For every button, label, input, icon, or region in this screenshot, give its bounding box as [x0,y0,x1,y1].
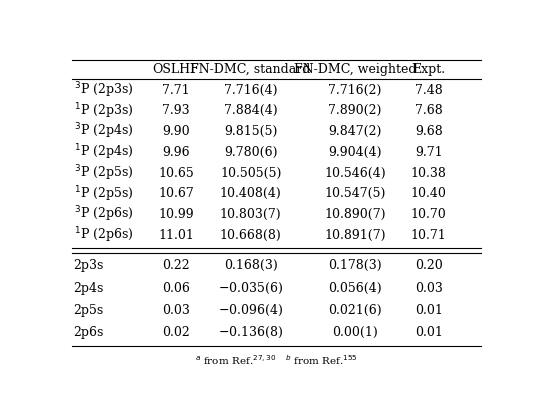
Text: $^1$P (2p4s): $^1$P (2p4s) [74,143,133,162]
Text: $^3$P (2p4s): $^3$P (2p4s) [74,122,133,142]
Text: 7.890(2): 7.890(2) [328,104,382,118]
Text: 9.68: 9.68 [415,125,443,138]
Text: 10.546(4): 10.546(4) [324,166,386,180]
Text: 0.01: 0.01 [415,304,443,317]
Text: 9.904(4): 9.904(4) [328,146,382,159]
Text: Expt.: Expt. [412,63,445,76]
Text: 2p4s: 2p4s [74,282,104,295]
Text: 0.021(6): 0.021(6) [328,304,382,317]
Text: $^3$P (2p5s): $^3$P (2p5s) [74,163,133,183]
Text: 11.01: 11.01 [158,229,194,242]
Text: 10.408(4): 10.408(4) [220,187,281,200]
Text: 10.505(5): 10.505(5) [220,166,281,180]
Text: 10.890(7): 10.890(7) [324,208,386,221]
Text: 0.01: 0.01 [415,326,443,339]
Text: $-$0.096(4): $-$0.096(4) [218,303,283,318]
Text: $^3$P (2p3s): $^3$P (2p3s) [74,80,133,100]
Text: $-$0.035(6): $-$0.035(6) [218,281,283,296]
Text: 2p5s: 2p5s [74,304,104,317]
Text: 10.99: 10.99 [158,208,194,221]
Text: 0.03: 0.03 [415,282,443,295]
Text: 7.716(4): 7.716(4) [224,84,278,97]
Text: 0.22: 0.22 [162,259,190,272]
Text: 9.96: 9.96 [162,146,190,159]
Text: 7.48: 7.48 [415,84,443,97]
Text: OSLHF: OSLHF [153,63,199,76]
Text: 0.056(4): 0.056(4) [328,282,382,295]
Text: 9.815(5): 9.815(5) [224,125,278,138]
Text: 10.803(7): 10.803(7) [220,208,281,221]
Text: $^1$P (2p5s): $^1$P (2p5s) [74,184,133,204]
Text: 0.03: 0.03 [162,304,190,317]
Text: 2p3s: 2p3s [74,259,104,272]
Text: 0.178(3): 0.178(3) [328,259,382,272]
Text: 10.71: 10.71 [411,229,447,242]
Text: 9.780(6): 9.780(6) [224,146,278,159]
Text: 9.90: 9.90 [162,125,190,138]
Text: 2p6s: 2p6s [74,326,104,339]
Text: FN-DMC, standard: FN-DMC, standard [190,63,311,76]
Text: 0.00(1): 0.00(1) [332,326,378,339]
Text: 7.68: 7.68 [415,104,443,118]
Text: 10.65: 10.65 [158,166,194,180]
Text: 10.38: 10.38 [411,166,447,180]
Text: $^1$P (2p6s): $^1$P (2p6s) [74,226,133,245]
Text: $^1$P (2p3s): $^1$P (2p3s) [74,101,133,121]
Text: 9.71: 9.71 [415,146,443,159]
Text: 10.547(5): 10.547(5) [324,187,386,200]
Text: 9.847(2): 9.847(2) [328,125,382,138]
Text: 10.668(8): 10.668(8) [220,229,281,242]
Text: 10.40: 10.40 [411,187,447,200]
Text: FN-DMC, weighted: FN-DMC, weighted [294,63,416,76]
Text: 10.891(7): 10.891(7) [324,229,386,242]
Text: 0.02: 0.02 [162,326,190,339]
Text: 10.67: 10.67 [158,187,194,200]
Text: $^a$ from Ref.$^{27,30}$   $^b$ from Ref.$^{155}$: $^a$ from Ref.$^{27,30}$ $^b$ from Ref.$… [195,353,358,367]
Text: 7.71: 7.71 [162,84,190,97]
Text: 0.20: 0.20 [415,259,443,272]
Text: 10.70: 10.70 [411,208,447,221]
Text: 7.93: 7.93 [162,104,190,118]
Text: 7.884(4): 7.884(4) [224,104,278,118]
Text: 0.06: 0.06 [162,282,190,295]
Text: $^3$P (2p6s): $^3$P (2p6s) [74,205,133,224]
Text: 7.716(2): 7.716(2) [328,84,382,97]
Text: $-$0.136(8): $-$0.136(8) [218,325,283,340]
Text: 0.168(3): 0.168(3) [224,259,278,272]
